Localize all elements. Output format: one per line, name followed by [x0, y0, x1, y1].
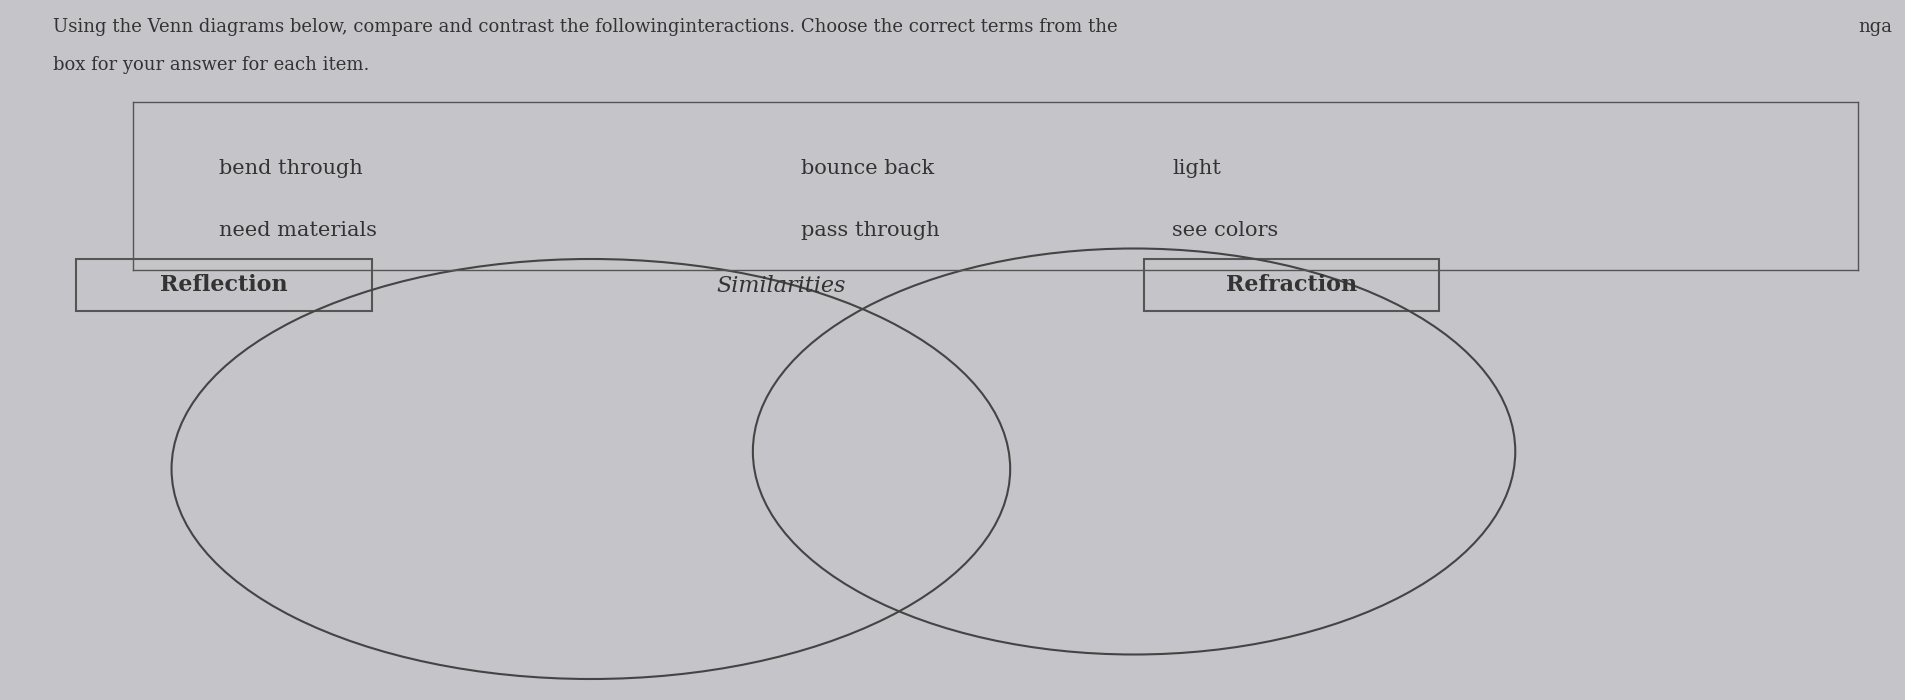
Text: bounce back: bounce back — [800, 158, 933, 178]
Text: see colors: see colors — [1172, 221, 1278, 241]
Text: Refraction: Refraction — [1225, 274, 1356, 296]
FancyBboxPatch shape — [1143, 259, 1438, 312]
Text: nga: nga — [1857, 18, 1892, 36]
Text: Using the Venn diagrams below, compare and contrast the followinginteractions. C: Using the Venn diagrams below, compare a… — [53, 18, 1118, 36]
Text: need materials: need materials — [219, 221, 377, 241]
Text: box for your answer for each item.: box for your answer for each item. — [53, 56, 370, 74]
Text: Similarities: Similarities — [716, 274, 846, 297]
Text: bend through: bend through — [219, 158, 362, 178]
FancyBboxPatch shape — [76, 259, 371, 312]
Text: pass through: pass through — [800, 221, 939, 241]
Text: Reflection: Reflection — [160, 274, 288, 296]
Text: light: light — [1172, 158, 1221, 178]
